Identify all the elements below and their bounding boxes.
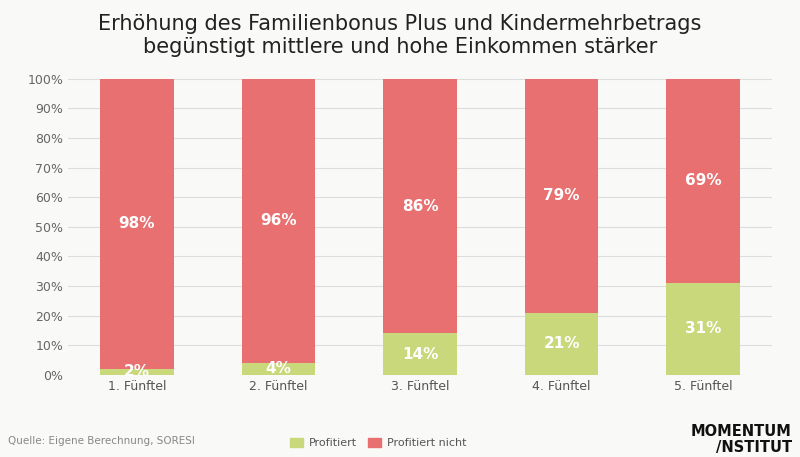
Text: Quelle: Eigene Berechnung, SORESI: Quelle: Eigene Berechnung, SORESI [8,436,195,446]
Text: 96%: 96% [260,213,297,228]
Bar [525,313,598,375]
Text: 21%: 21% [543,336,580,351]
Text: 31%: 31% [685,321,722,336]
Bar [242,79,315,363]
Bar [525,79,598,313]
Text: MOMENTUM
/NSTITUT: MOMENTUM /NSTITUT [691,424,792,455]
Bar [100,79,174,369]
Text: 98%: 98% [118,216,155,231]
Bar [242,363,315,375]
Bar [383,333,457,375]
Text: 86%: 86% [402,198,438,213]
Legend: Profitiert, Profitiert nicht: Profitiert, Profitiert nicht [285,433,470,452]
Text: 69%: 69% [685,173,722,188]
Bar [666,79,740,283]
Bar [383,79,457,333]
Text: 79%: 79% [543,188,580,203]
Text: 4%: 4% [266,361,291,376]
Text: 14%: 14% [402,346,438,361]
Bar [666,283,740,375]
Text: Erhöhung des Familienbonus Plus und Kindermehrbetrags
begünstigt mittlere und ho: Erhöhung des Familienbonus Plus und Kind… [98,14,702,57]
Bar [100,369,174,375]
Text: 2%: 2% [124,364,150,379]
